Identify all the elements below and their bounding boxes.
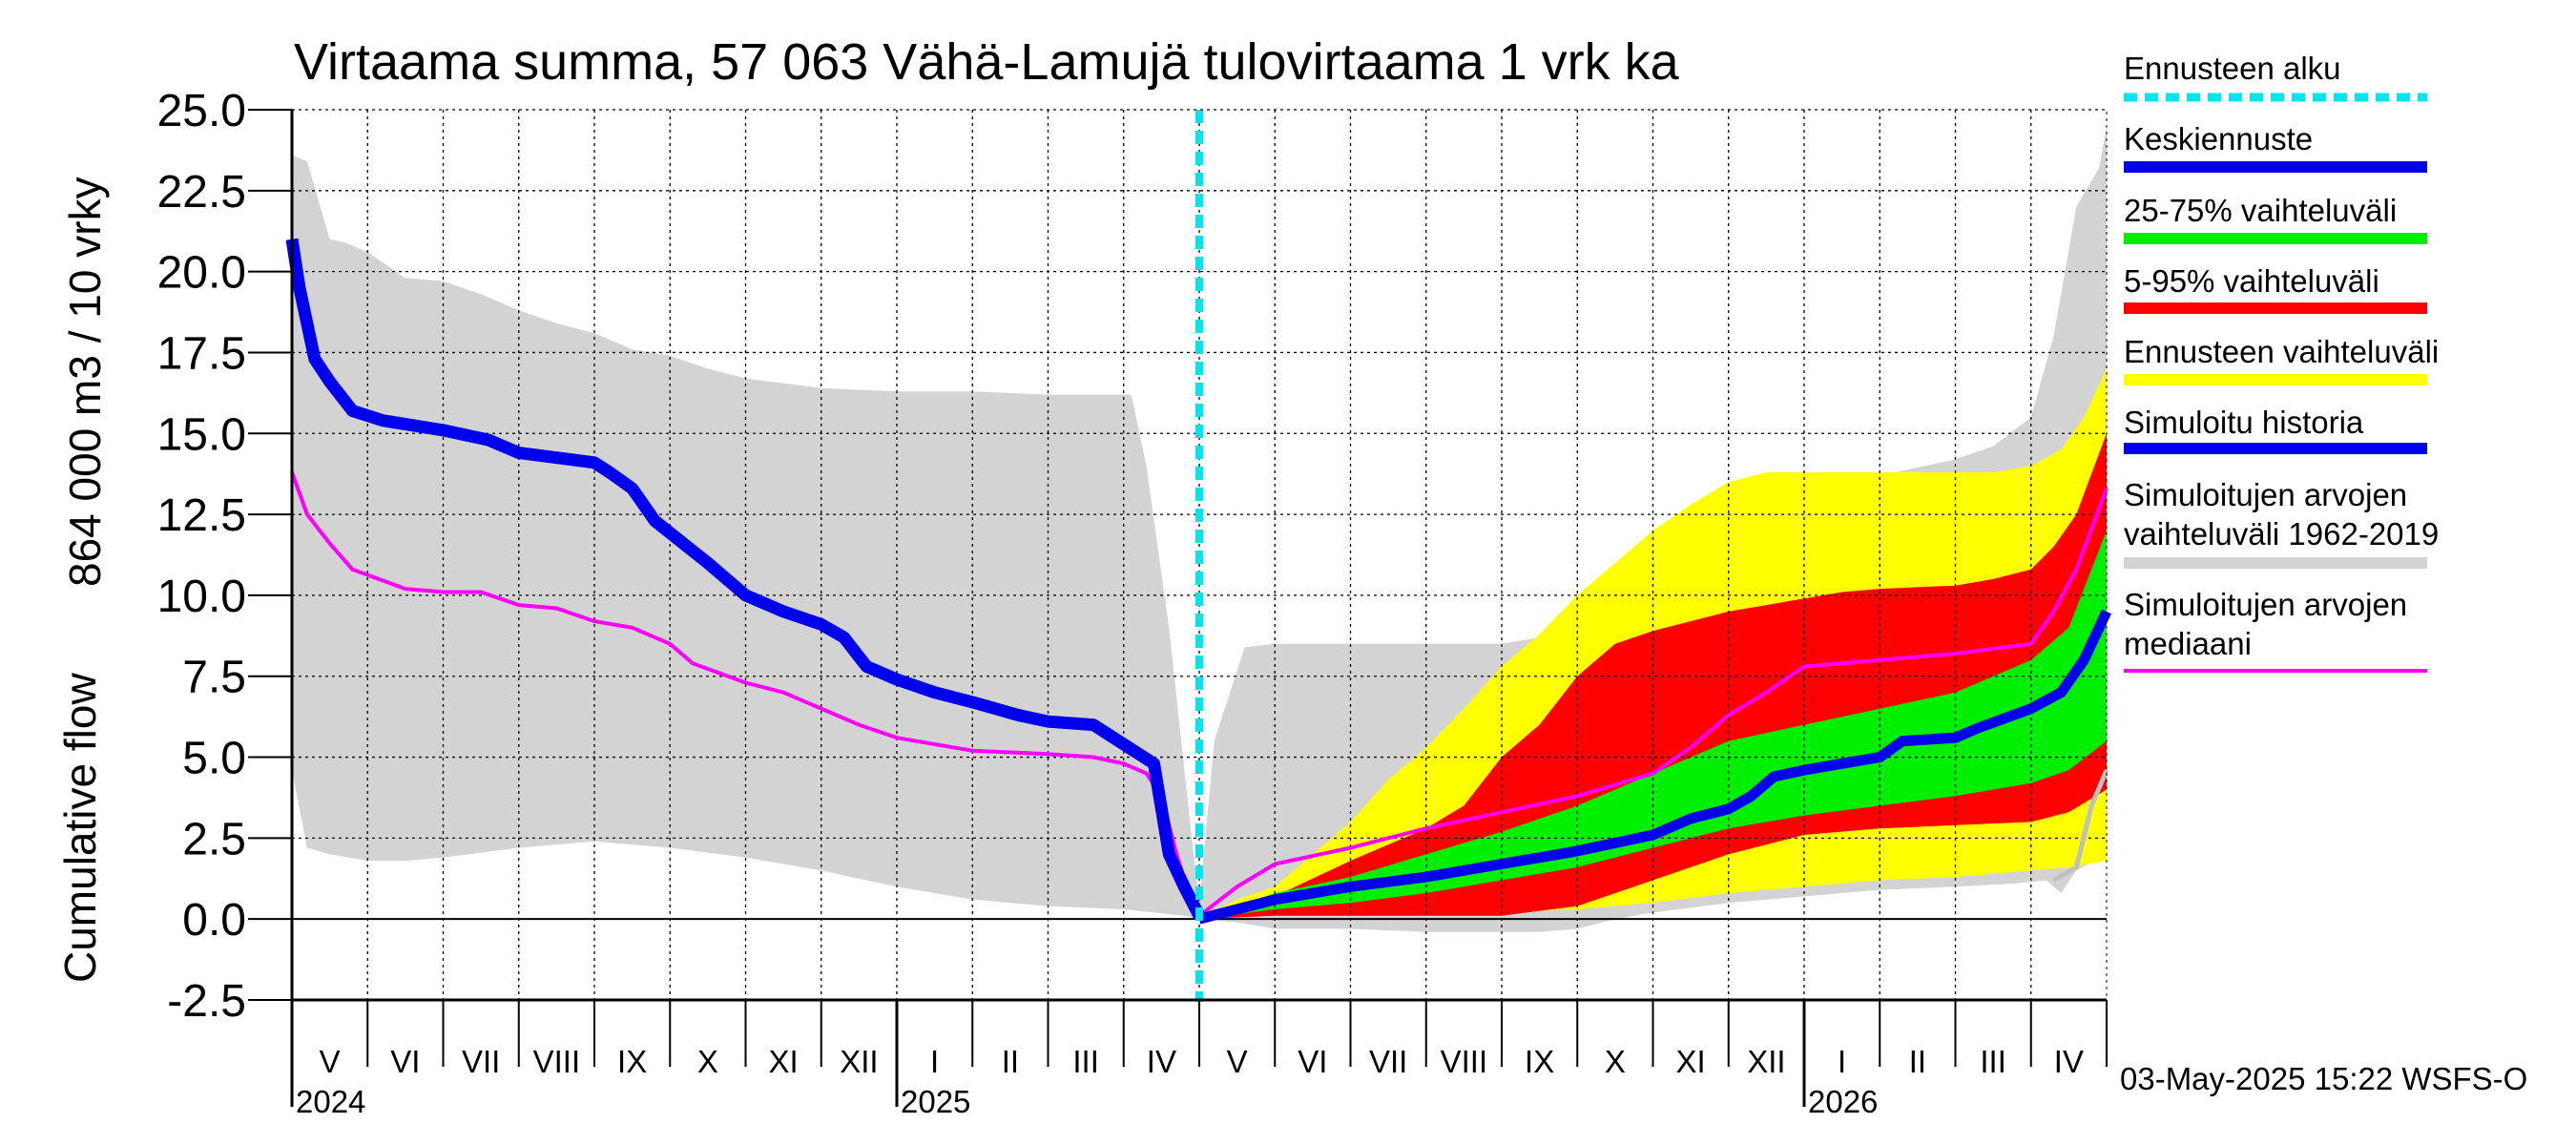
x-year-label: 2026 bbox=[1808, 1084, 1878, 1119]
y-tick-label: 0.0 bbox=[182, 895, 246, 946]
x-month-label: XII bbox=[840, 1044, 878, 1079]
x-year-label: 2025 bbox=[901, 1084, 970, 1119]
median-line bbox=[290, 471, 2109, 919]
x-month-label: VII bbox=[1369, 1044, 1407, 1079]
x-month-label: III bbox=[1072, 1044, 1099, 1079]
x-month-label: XI bbox=[1676, 1044, 1706, 1079]
x-month-label: IV bbox=[2054, 1044, 2084, 1079]
x-month-label: VI bbox=[1298, 1044, 1327, 1079]
legend-label: Keskiennuste bbox=[2124, 121, 2313, 156]
x-month-label: VI bbox=[390, 1044, 420, 1079]
y-tick-label: 25.0 bbox=[157, 86, 246, 136]
x-month-label: III bbox=[1980, 1044, 2006, 1079]
y-axis-label-bottom: Cumulative flow bbox=[55, 673, 105, 983]
x-month-label: IV bbox=[1147, 1044, 1176, 1079]
p25-75-band bbox=[1199, 531, 2107, 920]
mean-forecast-line bbox=[1197, 609, 2111, 925]
y-tick-label: 22.5 bbox=[157, 167, 246, 218]
x-month-label: VIII bbox=[533, 1044, 581, 1079]
x-month-label: VIII bbox=[1441, 1044, 1488, 1079]
legend-label: Ennusteen alku bbox=[2124, 51, 2341, 86]
legend-label: Simuloitujen arvojen vaihteluväli 1962-20… bbox=[2124, 477, 2439, 552]
y-axis-label-top: 864 000 m3 / 10 vrky bbox=[60, 177, 110, 587]
x-month-label: X bbox=[1605, 1044, 1626, 1079]
x-month-label: XI bbox=[769, 1044, 799, 1079]
y-tick-label: 17.5 bbox=[157, 328, 246, 379]
y-tick-label: 5.0 bbox=[182, 734, 246, 784]
x-month-label: V bbox=[1227, 1044, 1248, 1079]
x-month-label: IX bbox=[617, 1044, 647, 1079]
legend-label: Ennusteen vaihteluväli bbox=[2124, 334, 2439, 369]
x-month-label: V bbox=[320, 1044, 341, 1079]
y-tick-label: 20.0 bbox=[157, 248, 246, 299]
x-month-label: II bbox=[1002, 1044, 1019, 1079]
y-tick-label: 7.5 bbox=[182, 653, 246, 703]
y-tick-label: 12.5 bbox=[157, 490, 246, 541]
gray-line bbox=[2052, 769, 2109, 883]
legend-label: Simuloitu historia bbox=[2124, 405, 2364, 440]
plot-frame bbox=[291, 109, 2108, 1001]
x-month-label: II bbox=[1909, 1044, 1926, 1079]
x-month-label: I bbox=[1838, 1044, 1846, 1079]
x-month-label: I bbox=[930, 1044, 939, 1079]
chart-title: Virtaama summa, 57 063 Vähä-Lamujä tulov… bbox=[294, 33, 1680, 91]
y-tick-label: -2.5 bbox=[167, 976, 246, 1027]
legend-label: 5-95% vaihteluväli bbox=[2124, 263, 2379, 299]
y-tick-label: 2.5 bbox=[182, 814, 246, 864]
legend-label: 25-75% vaihteluväli bbox=[2124, 193, 2397, 228]
y-tick-label: 15.0 bbox=[157, 409, 246, 460]
legend-label: Simuloitujen arvojen mediaani bbox=[2124, 587, 2407, 661]
x-month-label: X bbox=[697, 1044, 718, 1079]
timestamp: 03-May-2025 15:22 WSFS-O bbox=[2120, 1061, 2527, 1096]
simulated-history-line bbox=[285, 238, 1205, 919]
x-month-label: VII bbox=[462, 1044, 500, 1079]
x-month-label: IX bbox=[1525, 1044, 1554, 1079]
y-tick-label: 10.0 bbox=[157, 572, 246, 622]
x-year-label: 2024 bbox=[296, 1084, 365, 1119]
x-month-label: XII bbox=[1747, 1044, 1785, 1079]
